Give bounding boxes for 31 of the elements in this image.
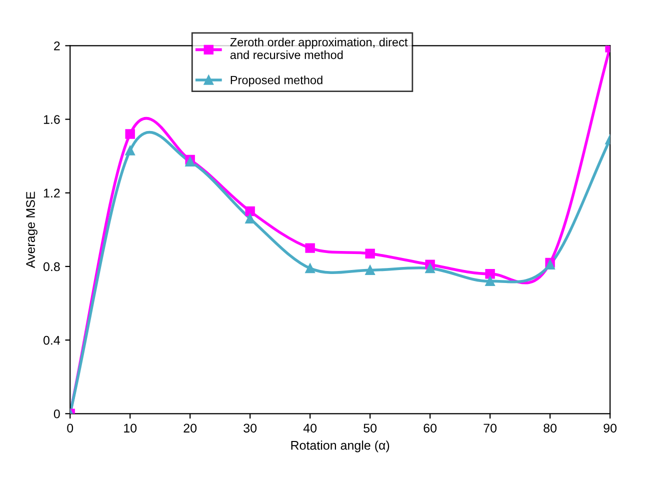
y-tick-label: 0 bbox=[54, 409, 60, 418]
point bbox=[485, 268, 495, 279]
x-tick-label: 30 bbox=[244, 424, 257, 433]
x-tick-label: 10 bbox=[124, 424, 137, 433]
x-tick-label: 20 bbox=[184, 424, 197, 433]
x-tick-label: 60 bbox=[424, 424, 437, 433]
point bbox=[245, 214, 255, 224]
y-tick-label: 0.4 bbox=[43, 336, 60, 345]
point bbox=[425, 263, 435, 274]
y-axis-title: Average MSE bbox=[26, 192, 38, 268]
legend-label: Zeroth order approximation, direct and recursive method bbox=[230, 38, 408, 60]
x-tick-label: 40 bbox=[303, 424, 317, 433]
x-tick-label: 70 bbox=[484, 424, 497, 433]
x-axis-title: Rotation angle (α) bbox=[291, 440, 390, 452]
y-tick-label: 0.8 bbox=[43, 262, 60, 272]
y-tick-label: 1.6 bbox=[44, 115, 60, 124]
y-tick-label: 1.2 bbox=[44, 188, 60, 198]
point bbox=[125, 146, 135, 156]
legend-label: Proposed method bbox=[230, 76, 322, 87]
point bbox=[125, 129, 135, 139]
x-tick-label: 80 bbox=[544, 424, 557, 433]
point bbox=[365, 248, 375, 258]
point bbox=[245, 206, 255, 216]
point bbox=[365, 265, 375, 276]
y-tick-label: 2 bbox=[54, 41, 60, 50]
point bbox=[305, 243, 315, 253]
point bbox=[485, 276, 495, 286]
x-tick-label: 50 bbox=[364, 424, 377, 433]
x-tick-label: 0 bbox=[67, 424, 74, 433]
point bbox=[305, 263, 315, 274]
x-tick-label: 90 bbox=[604, 424, 617, 433]
